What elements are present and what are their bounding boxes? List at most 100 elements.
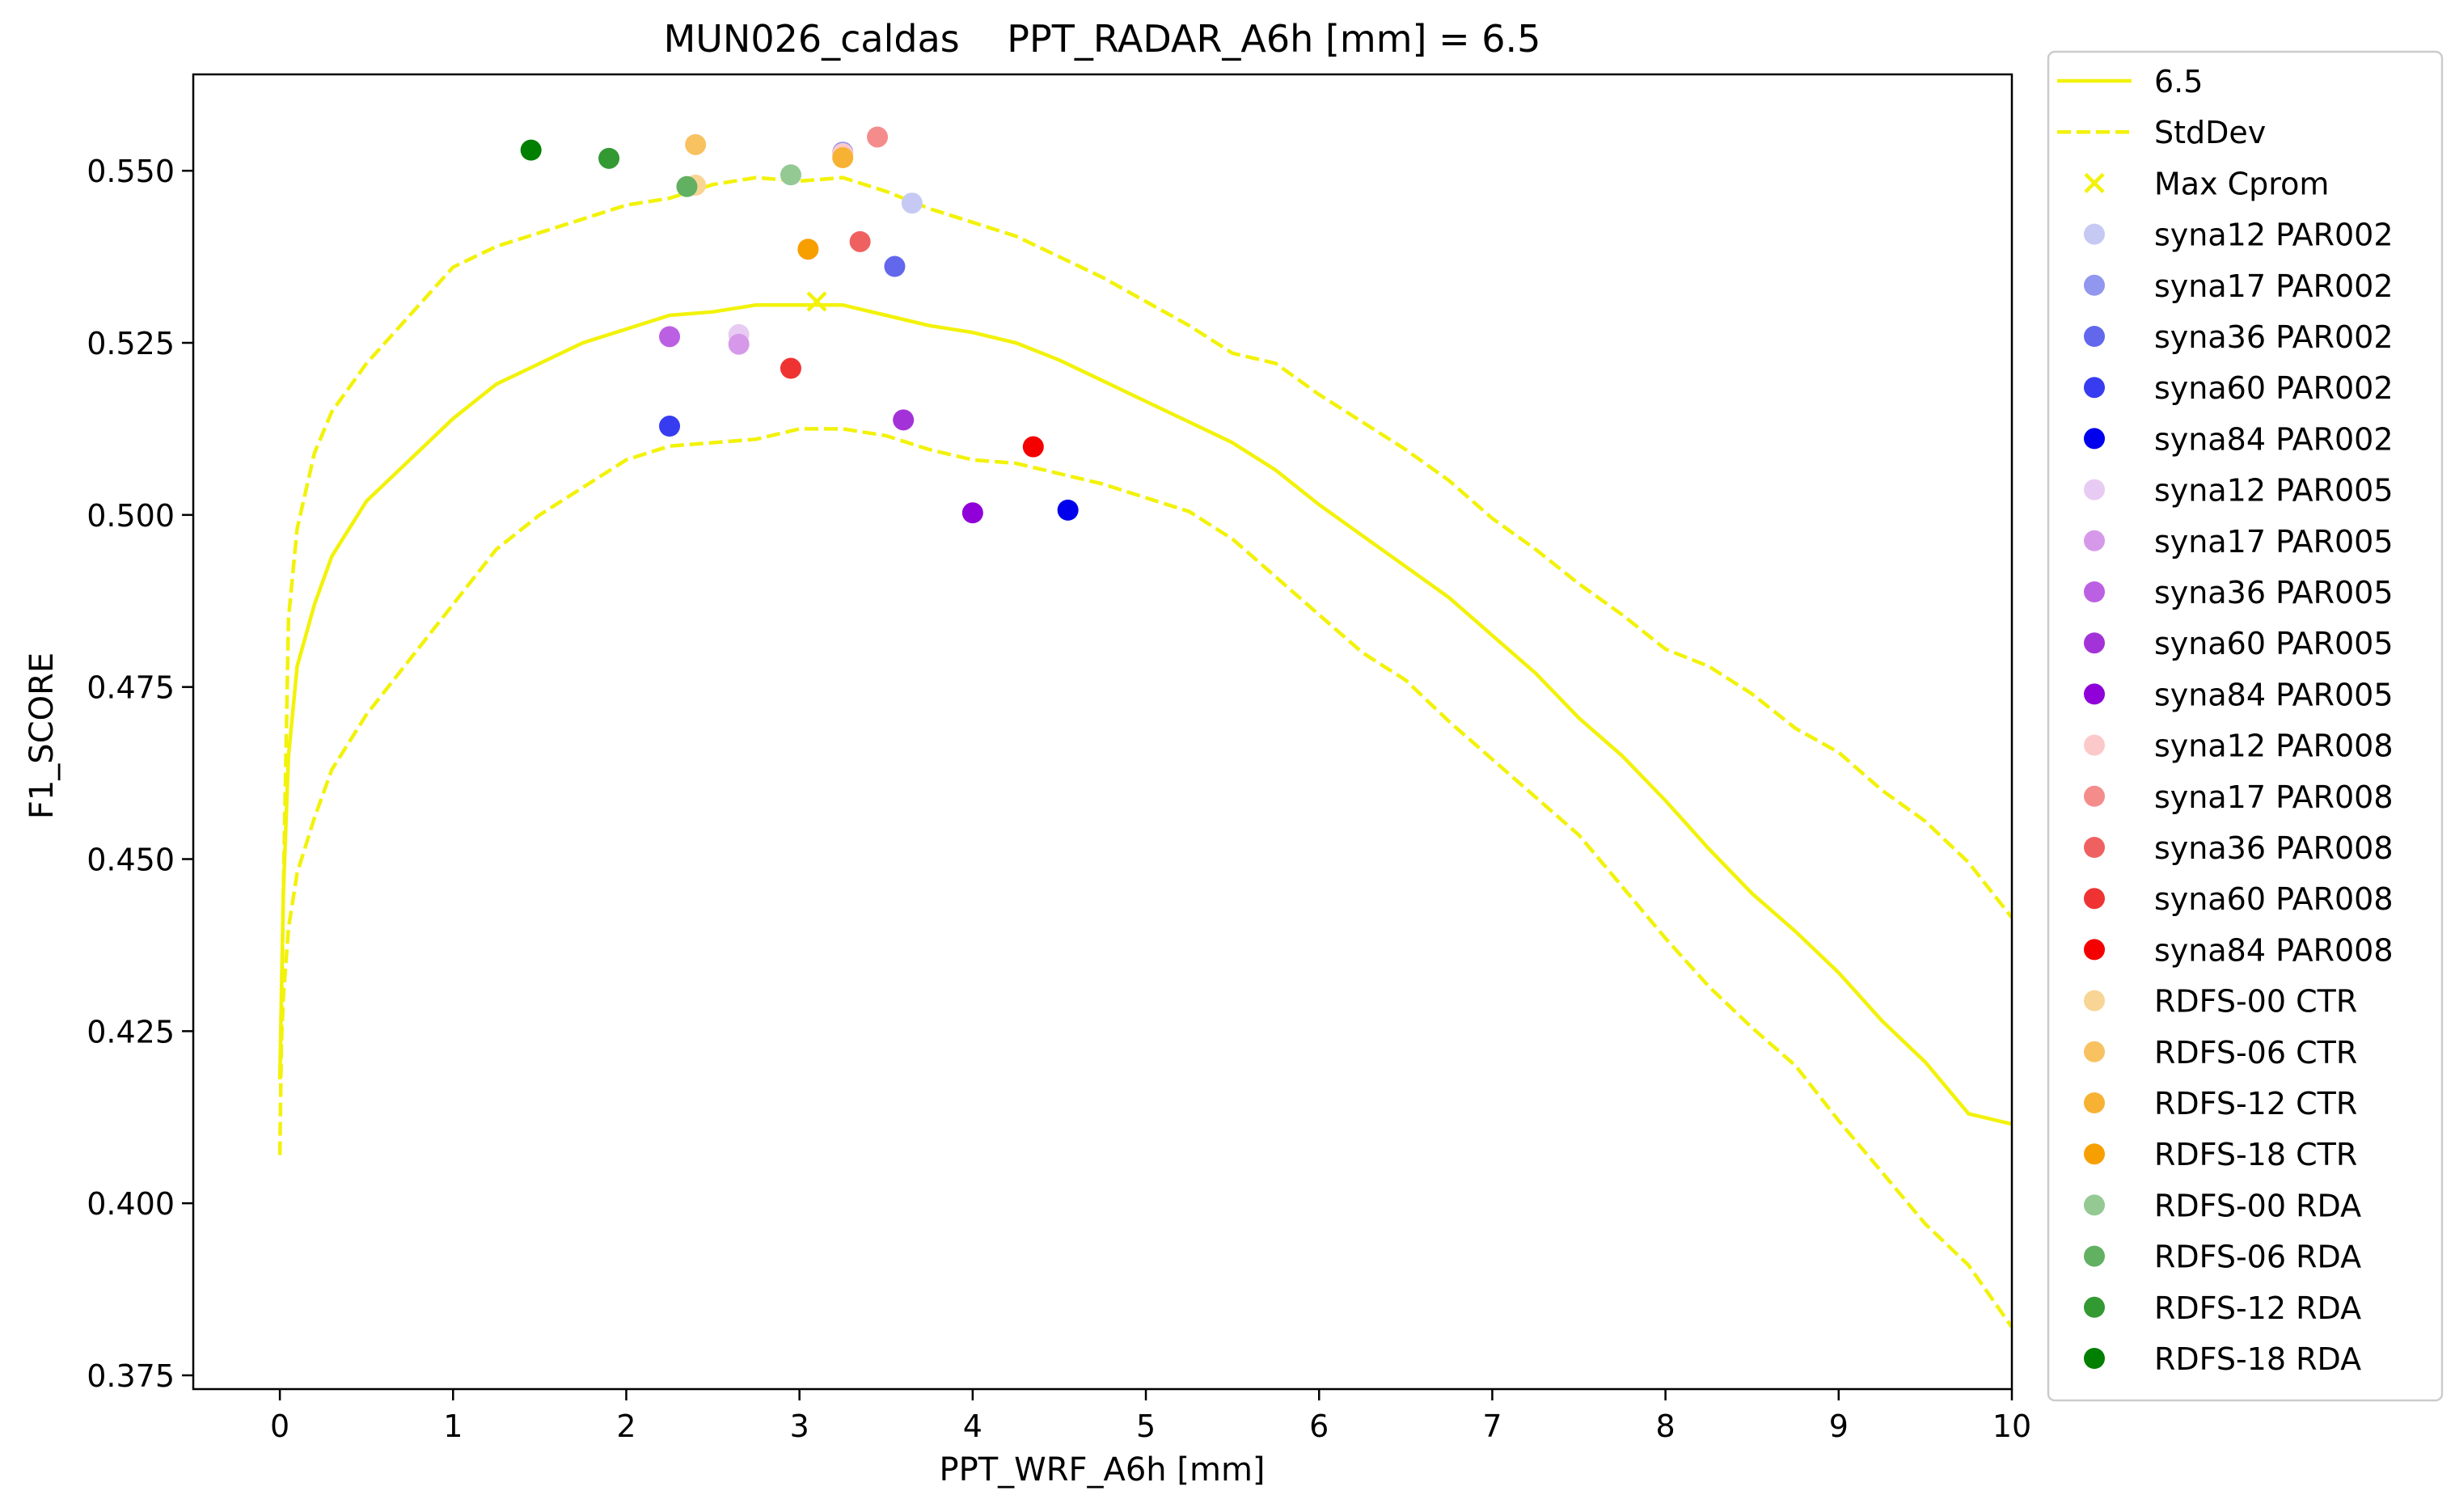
series-line-1 [277, 302, 2013, 1126]
legend-marker [2084, 1245, 2105, 1267]
y-tick-label: 0.400 [87, 1186, 175, 1222]
data-point-15 [1022, 436, 1044, 458]
chart-title: MUN026_caldas PPT_RADAR_A6h [mm] = 6.5 [664, 17, 1541, 61]
legend-marker [2084, 377, 2105, 399]
legend-marker [2084, 223, 2105, 245]
data-point-22 [598, 147, 620, 169]
data-point-19 [797, 239, 819, 260]
data-point-10 [961, 502, 983, 524]
legend-label: syna60 PAR005 [2154, 626, 2394, 661]
legend-frame [2047, 50, 2444, 1402]
legend-marker [2084, 837, 2105, 858]
x-tick-label: 9 [1829, 1409, 1849, 1444]
legend-label: Max Cprom [2154, 166, 2329, 201]
plot-area [277, 126, 2013, 1328]
data-point-9 [893, 409, 915, 431]
legend-marker [2084, 1041, 2105, 1062]
legend-marker [2084, 632, 2105, 654]
legend-label: syna60 PAR002 [2154, 370, 2394, 406]
x-axis: 0 1 2 3 4 5 6 7 8 9 10 [270, 1389, 2031, 1444]
data-point-12 [867, 126, 889, 148]
legend-marker [2084, 683, 2105, 705]
x-tick-label: 4 [963, 1409, 982, 1444]
legend-label: StdDev [2154, 115, 2266, 150]
y-tick-label: 0.375 [87, 1358, 175, 1394]
legend-label: RDFS-06 CTR [2154, 1035, 2357, 1071]
data-point-17 [685, 133, 707, 155]
legend-marker [2084, 734, 2105, 756]
data-point-21 [676, 175, 698, 197]
x-tick-label: 5 [1136, 1409, 1156, 1444]
max-cprom-marker [806, 291, 827, 312]
legend-marker [2084, 1092, 2105, 1113]
legend-marker [2084, 888, 2105, 910]
data-point-18 [832, 147, 854, 169]
legend-label: syna12 PAR005 [2154, 473, 2394, 509]
data-point-20 [780, 164, 801, 186]
legend-marker [2084, 428, 2105, 450]
x-tick-label: 2 [616, 1409, 636, 1444]
x-tick-label: 6 [1309, 1409, 1329, 1444]
legend-marker [2084, 1143, 2105, 1165]
legend-marker [2084, 1194, 2105, 1216]
y-tick-label: 0.500 [87, 498, 175, 534]
y-tick-label: 0.525 [87, 326, 175, 361]
y-axis-label: F1_SCORE [23, 653, 61, 819]
legend-label: syna36 PAR002 [2154, 319, 2394, 355]
legend-label: syna17 PAR005 [2154, 524, 2394, 560]
y-tick-label: 0.425 [87, 1014, 175, 1050]
legend-label: RDFS-00 CTR [2154, 984, 2357, 1020]
legend-label: syna36 PAR005 [2154, 575, 2394, 610]
y-tick-label: 0.550 [87, 154, 175, 189]
x-axis-label: PPT_WRF_A6h [mm] [939, 1451, 1265, 1489]
data-point-23 [520, 139, 542, 161]
legend: 6.5 StdDev Max Cprom syna12 PAR002 syna17 PA… [2047, 50, 2444, 1402]
legend-label: syna12 PAR002 [2154, 218, 2394, 253]
legend-label: syna17 PAR008 [2154, 779, 2394, 815]
data-point-13 [849, 230, 871, 252]
legend-marker [2084, 939, 2105, 961]
data-point-5 [1057, 499, 1079, 521]
legend-marker [2084, 530, 2105, 551]
legend-marker [2084, 1296, 2105, 1318]
legend-marker [2084, 326, 2105, 347]
series-line-3 [277, 427, 2013, 1328]
data-point-7 [728, 333, 750, 355]
legend-label: syna84 PAR005 [2154, 677, 2394, 712]
data-point-14 [780, 357, 801, 379]
legend-label: RDFS-18 CTR [2154, 1137, 2357, 1172]
x-tick-label: 8 [1656, 1409, 1675, 1444]
y-tick-label: 0.450 [87, 842, 175, 877]
legend-label: syna12 PAR008 [2154, 729, 2394, 764]
legend-label: RDFS-18 RDA [2154, 1341, 2361, 1377]
legend-label: syna84 PAR008 [2154, 932, 2394, 968]
legend-label: syna60 PAR008 [2154, 881, 2394, 917]
legend-marker [2084, 479, 2105, 500]
series-line-2 [277, 175, 2013, 1155]
legend-label: syna17 PAR002 [2154, 268, 2394, 304]
legend-label: syna36 PAR008 [2154, 830, 2394, 866]
legend-marker [2084, 1348, 2105, 1369]
legend-marker [2084, 581, 2105, 602]
legend-x-marker [2084, 172, 2105, 193]
data-point-3 [884, 256, 906, 277]
legend-label: RDFS-12 CTR [2154, 1086, 2357, 1121]
legend-label: RDFS-00 RDA [2154, 1188, 2361, 1223]
legend-label: RDFS-06 RDA [2154, 1240, 2361, 1275]
x-tick-label: 0 [270, 1409, 289, 1444]
y-axis: 0.375 0.400 0.425 0.450 0.475 0.500 0.525 0.550 [87, 154, 193, 1394]
legend-marker [2084, 274, 2105, 296]
x-tick-label: 7 [1482, 1409, 1502, 1444]
y-tick-label: 0.475 [87, 670, 175, 706]
x-tick-label: 3 [790, 1409, 809, 1444]
x-tick-label: 1 [443, 1409, 463, 1444]
legend-label: 6.5 [2154, 64, 2203, 99]
legend-marker [2084, 990, 2105, 1012]
plot-frame [192, 73, 2013, 1391]
legend-label: syna84 PAR002 [2154, 421, 2394, 457]
data-point-8 [659, 326, 681, 348]
legend-label: RDFS-12 RDA [2154, 1290, 2361, 1326]
legend-marker [2084, 785, 2105, 807]
data-point-1 [901, 192, 923, 214]
